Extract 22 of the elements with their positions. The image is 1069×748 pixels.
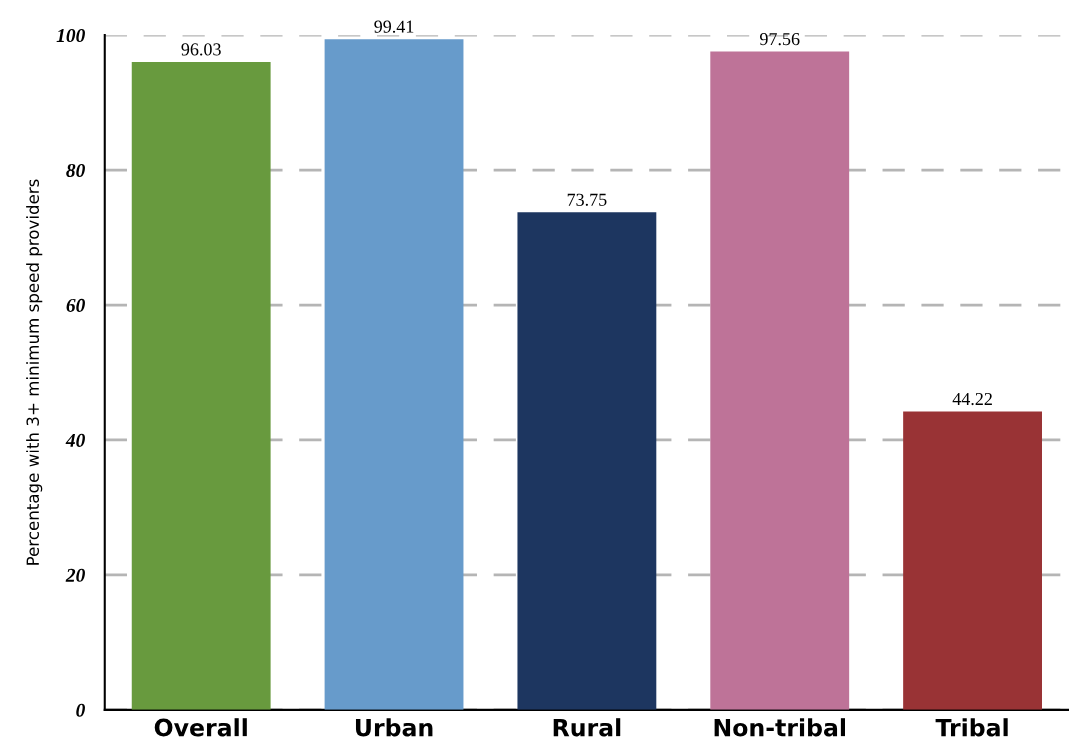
data-label: 73.75	[567, 193, 607, 206]
y-tick-label: 40	[65, 433, 85, 447]
data-label: 44.22	[952, 392, 992, 406]
x-tick-label: Overall	[154, 718, 247, 737]
data-label: 99.41	[374, 20, 414, 33]
bar	[710, 51, 850, 710]
data-label: 97.56	[760, 33, 800, 46]
y-axis-title: Percentage with 3+ minimum speed providers	[26, 179, 43, 565]
data-label: 96.03	[181, 43, 221, 56]
bar	[517, 212, 657, 710]
y-tick-label: 60	[66, 298, 85, 312]
bar	[324, 39, 464, 710]
bar	[131, 61, 271, 710]
bar	[903, 411, 1042, 710]
y-tick-label: 80	[66, 163, 85, 178]
x-tick-label: Tribal	[935, 718, 1008, 737]
x-tick-label: Non-tribal	[714, 718, 846, 737]
x-tick-label: Rural	[553, 718, 621, 737]
y-tick-label: 100	[56, 28, 85, 43]
x-tick-label: Urban	[355, 718, 433, 737]
y-tick-label: 0	[76, 703, 85, 717]
y-tick-label: 20	[65, 568, 85, 582]
